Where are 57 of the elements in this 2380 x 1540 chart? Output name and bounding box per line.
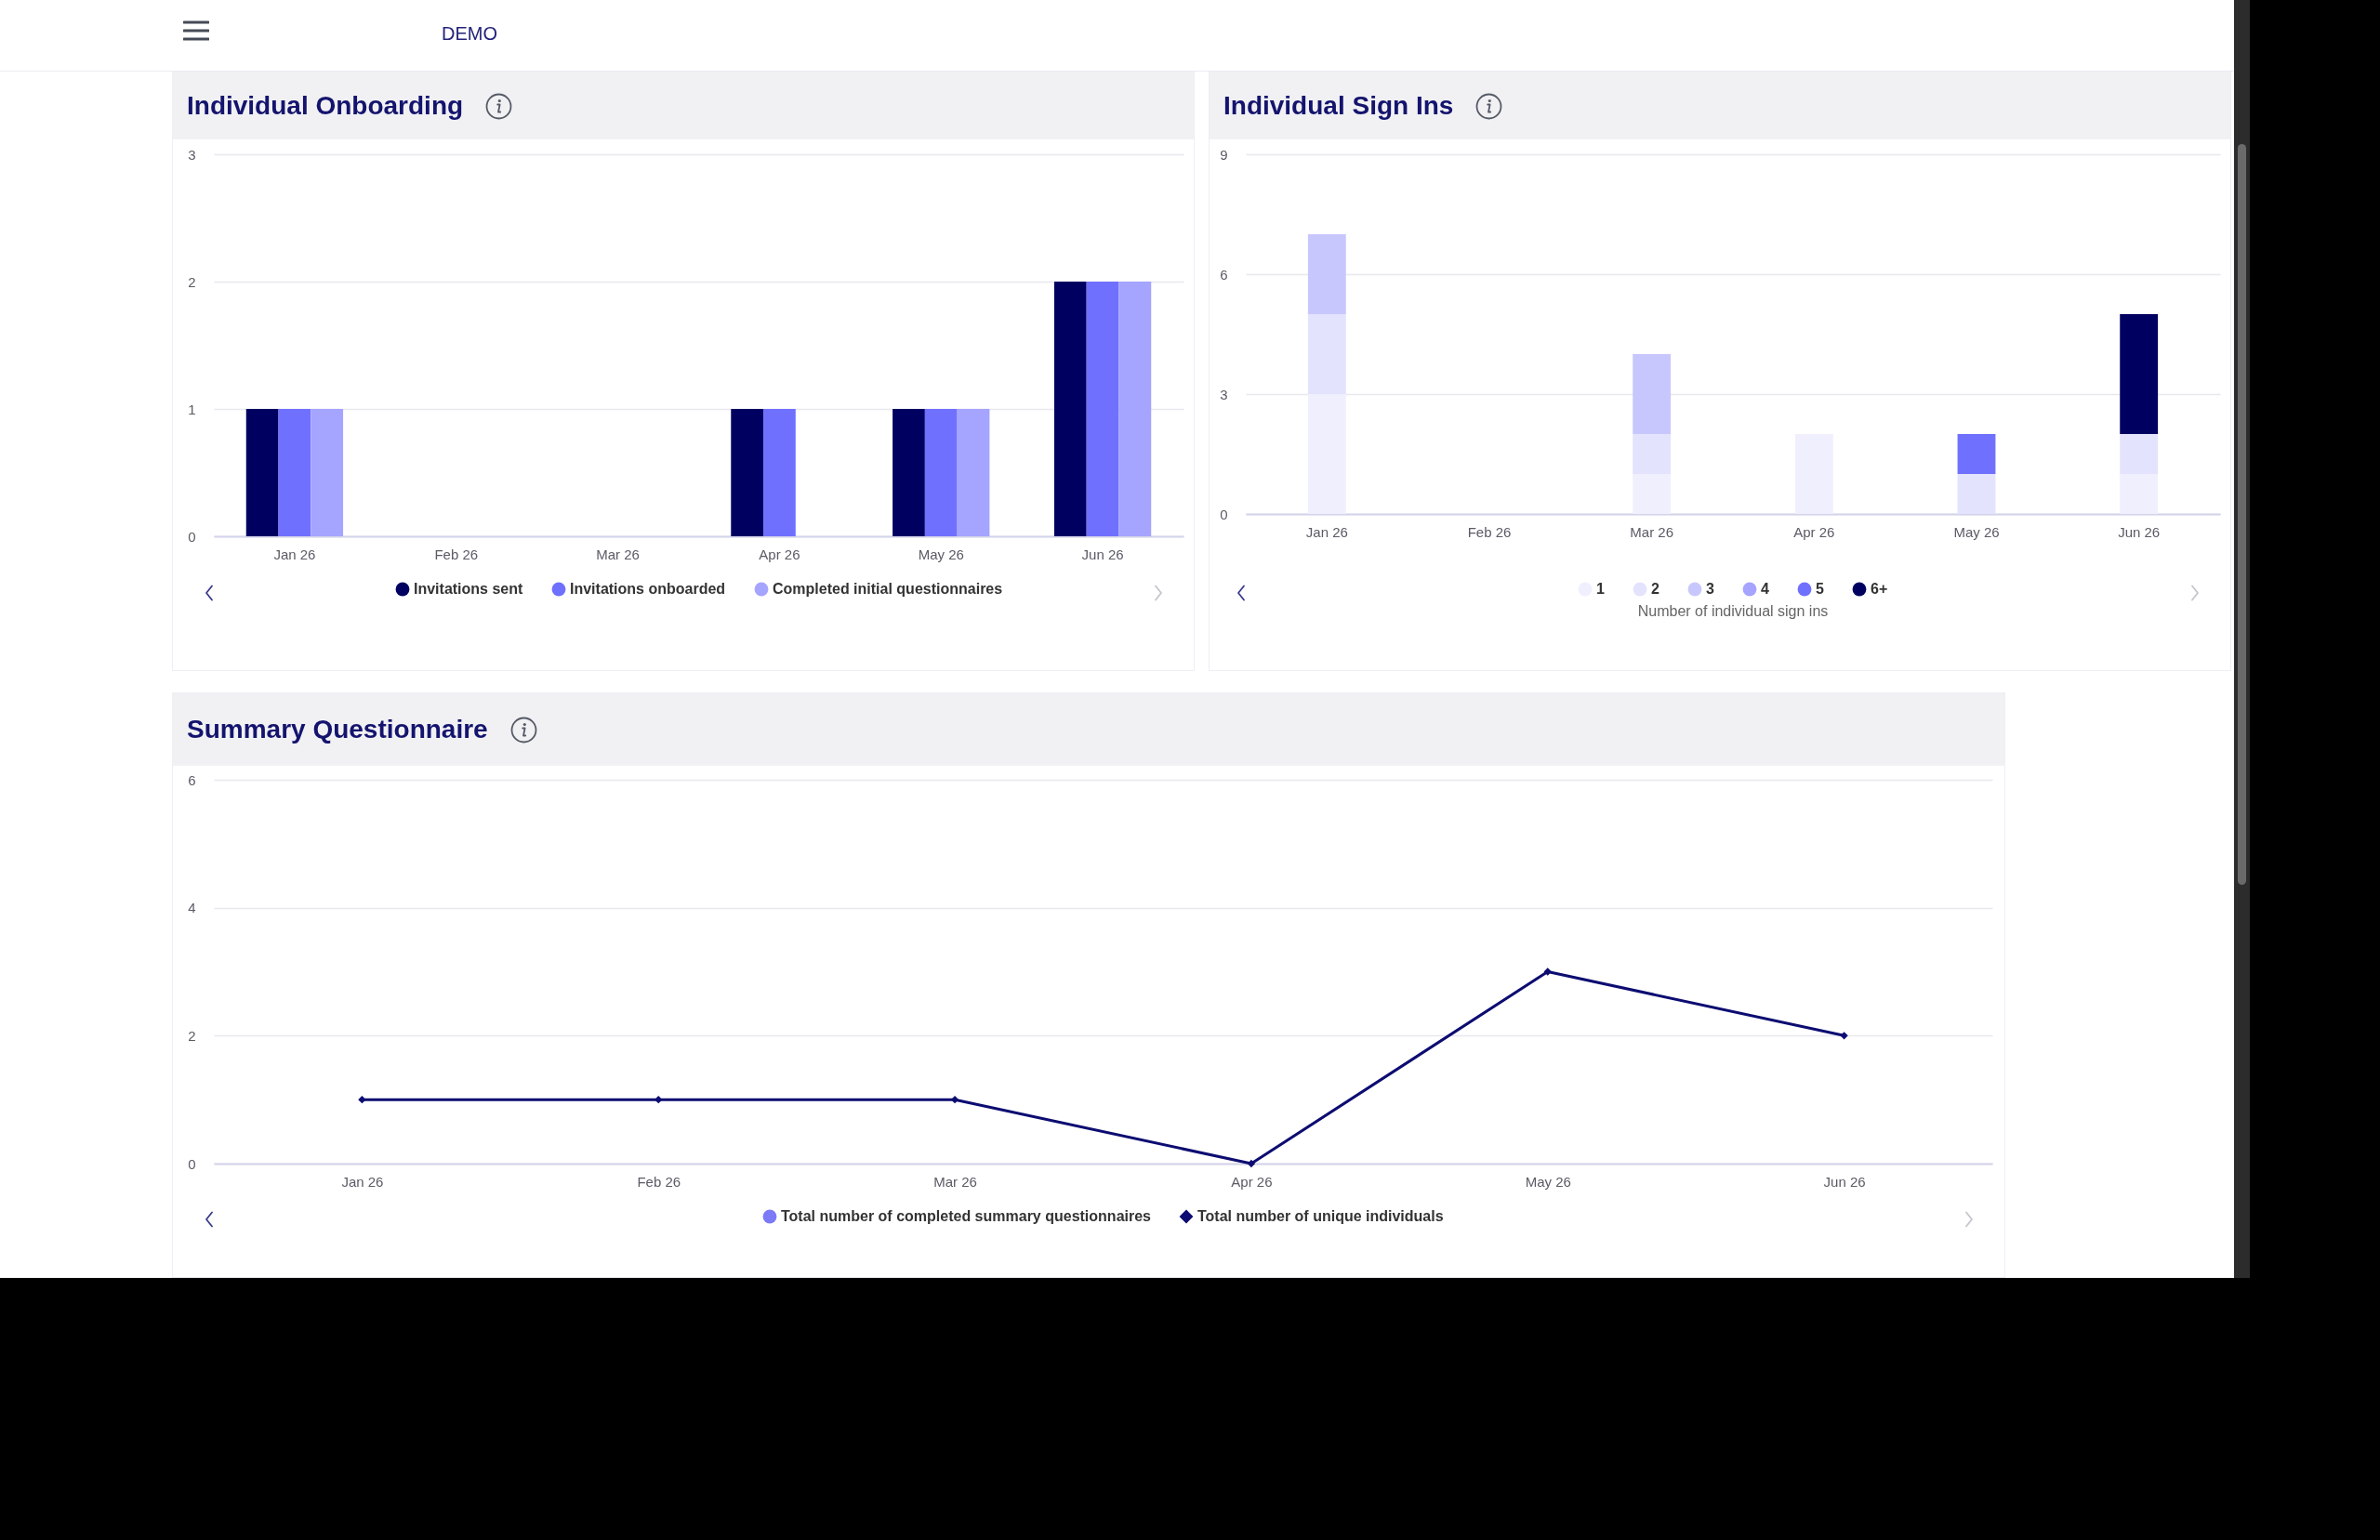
x-tick-label: Apr 26 <box>1793 523 1835 540</box>
chart-title: Summary Questionnaire <box>187 715 488 744</box>
chart-title: Individual Sign Ins <box>1223 91 1454 121</box>
y-tick-label: 0 <box>188 1155 196 1172</box>
legend-label: 5 <box>1816 581 1824 597</box>
x-tick-label: Jan 26 <box>341 1173 384 1190</box>
x-tick-label: May 26 <box>918 546 964 562</box>
x-tick-label: Feb 26 <box>637 1173 681 1190</box>
x-tick-label: May 26 <box>1953 523 2000 540</box>
legend-title: Number of individual sign ins <box>1637 603 1829 619</box>
text: DEMO <box>442 22 497 45</box>
x-tick-label: Mar 26 <box>1630 523 1674 540</box>
legend-label: 1 <box>1596 581 1605 597</box>
x-tick-label: Jan 26 <box>1305 523 1348 540</box>
x-tick-label: Apr 26 <box>759 546 800 562</box>
legend-label: 6+ <box>1871 581 1888 597</box>
y-tick-label: 4 <box>188 900 196 916</box>
legend-label: 3 <box>1706 581 1714 597</box>
legend-label: Total number of completed summary questionnaires <box>781 1208 1152 1224</box>
y-tick-label: 2 <box>188 1027 196 1044</box>
bar <box>1957 474 1996 514</box>
x-tick-label: May 26 <box>1525 1173 1571 1190</box>
x-tick-label: Jun 26 <box>2118 523 2161 540</box>
y-tick-label: 9 <box>1220 146 1228 163</box>
legend-label: Invitations sent <box>414 581 524 597</box>
x-tick-label: Jan 26 <box>273 546 316 562</box>
bar <box>1794 434 1833 514</box>
bar <box>1957 434 1996 474</box>
bar <box>1633 354 1672 434</box>
y-tick-label: 1 <box>188 401 196 417</box>
x-tick-label: Feb 26 <box>434 546 479 562</box>
x-tick-label: Jun 26 <box>1823 1173 1866 1190</box>
chart-title: Individual Onboarding <box>187 91 464 121</box>
y-tick-label: 0 <box>188 528 196 545</box>
point <box>1840 1032 1848 1040</box>
y-tick-label: 3 <box>1220 386 1228 402</box>
point <box>1247 1159 1256 1168</box>
x-tick-label: Mar 26 <box>933 1173 977 1190</box>
legend-label: Total number of unique individuals <box>1197 1208 1444 1224</box>
legend-label: Invitations onboarded <box>570 581 726 597</box>
x-tick-label: Mar 26 <box>596 546 640 562</box>
x-tick-label: Apr 26 <box>1231 1173 1273 1190</box>
y-tick-label: 3 <box>188 146 196 163</box>
legend-label: Completed initial questionnaires <box>773 581 1003 597</box>
bar <box>1307 234 1346 314</box>
x-tick-label: Feb 26 <box>1467 523 1512 540</box>
point <box>654 1095 663 1104</box>
legend-label: 2 <box>1651 581 1659 597</box>
y-tick-label: 2 <box>188 273 196 290</box>
legend-label: 4 <box>1761 581 1769 597</box>
x-tick-label: Jun 26 <box>1081 546 1124 562</box>
point <box>358 1095 366 1104</box>
bar <box>2120 314 2159 434</box>
y-tick-label: 6 <box>188 771 196 788</box>
y-tick-label: 6 <box>1220 266 1228 283</box>
point <box>1543 967 1552 976</box>
y-tick-label: 0 <box>1220 506 1228 522</box>
